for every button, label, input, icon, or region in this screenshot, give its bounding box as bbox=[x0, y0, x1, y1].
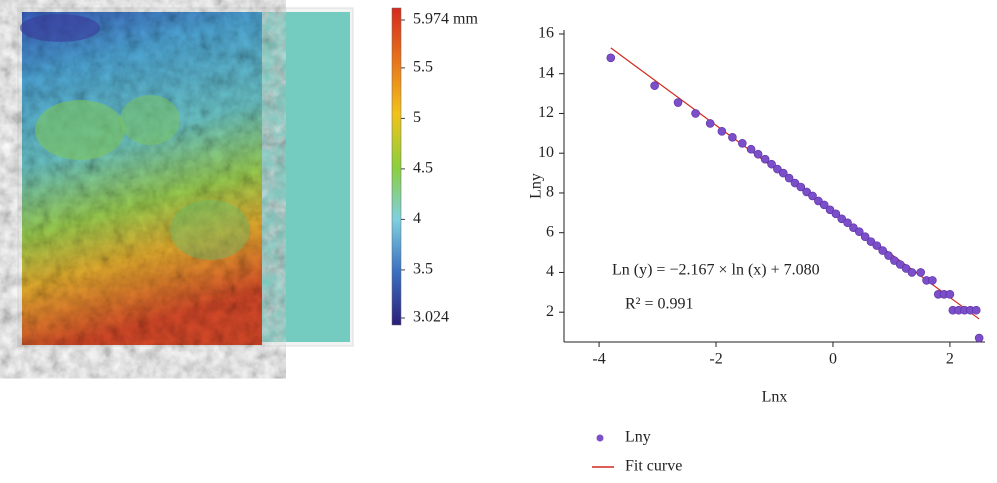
y-tick-label: 12 bbox=[538, 104, 554, 121]
scatter-point bbox=[860, 232, 870, 241]
legend-marker bbox=[596, 434, 604, 442]
scatter-point bbox=[866, 237, 876, 246]
surface-image bbox=[17, 7, 354, 347]
scatter-point bbox=[705, 119, 715, 128]
scatter-point bbox=[916, 268, 925, 277]
colorbar-tick-label: 4.5 bbox=[413, 160, 433, 177]
scatter-point bbox=[746, 144, 756, 154]
r2-annotation: R² = 0.991 bbox=[625, 296, 694, 313]
scatter-point bbox=[650, 81, 659, 90]
scatter-point bbox=[819, 200, 829, 210]
scatter-point bbox=[784, 173, 794, 183]
scatter-point bbox=[814, 196, 823, 206]
equation-annotation: Ln (y) = −2.167 × ln (x) + 7.080 bbox=[612, 262, 820, 279]
scatter-plot: -4 -2 0 2 2 4 6 8 10 12 14 16 Lnx Lny Ln (y) = −2.167 … bbox=[528, 25, 985, 475]
scatter-point bbox=[808, 191, 817, 201]
scatter-point bbox=[753, 149, 763, 159]
colorbar-tick-label: 4 bbox=[413, 210, 421, 227]
colorbar-tick-label: 5.974 mm bbox=[413, 11, 478, 28]
colorbar-bar bbox=[391, 7, 402, 326]
scatter-point bbox=[884, 251, 893, 260]
scatter-point bbox=[928, 276, 937, 285]
scatter-point bbox=[849, 223, 858, 233]
colorbar-tick-label: 5 bbox=[413, 109, 421, 126]
scatter-point bbox=[767, 159, 776, 169]
scatter-point bbox=[673, 98, 683, 107]
scatter-point bbox=[802, 187, 811, 197]
y-axis-label: Lny bbox=[528, 173, 545, 199]
scatter-point bbox=[796, 182, 806, 192]
colorbar-tick-label: 3.024 bbox=[413, 309, 449, 326]
y-tick-label: 6 bbox=[546, 223, 554, 240]
y-tick-label: 16 bbox=[538, 25, 554, 42]
y-tick-label: 8 bbox=[546, 184, 554, 201]
scatter-point bbox=[831, 209, 841, 219]
scatter-point bbox=[691, 109, 700, 118]
scatter-point bbox=[606, 53, 616, 63]
scatter-point bbox=[901, 264, 911, 273]
scatter-point bbox=[890, 256, 899, 265]
x-tick-label: 2 bbox=[946, 351, 954, 368]
scatter-point bbox=[974, 333, 984, 343]
x-tick-label: -2 bbox=[709, 351, 722, 368]
y-tick-label: 10 bbox=[538, 144, 554, 161]
y-tick-label: 4 bbox=[546, 263, 554, 280]
scatter-point bbox=[760, 154, 770, 164]
x-axis-label: Lnx bbox=[762, 389, 788, 406]
colorbar: 5.974 mm 5.5 5 4.5 4 3.5 3.024 bbox=[391, 7, 478, 326]
colorbar-tick-label: 5.5 bbox=[413, 59, 433, 76]
scatter-point bbox=[837, 214, 847, 224]
scatter-point bbox=[945, 290, 955, 299]
scatter-point bbox=[825, 205, 835, 215]
legend-label: Fit curve bbox=[625, 458, 682, 475]
scatter-point bbox=[790, 178, 800, 188]
scatter-point bbox=[773, 164, 782, 174]
colorbar-tick-label: 3.5 bbox=[413, 261, 433, 278]
x-tick-label: -4 bbox=[592, 351, 605, 368]
scatter-point bbox=[778, 168, 788, 178]
scatter-point bbox=[872, 241, 882, 250]
scatter-point bbox=[907, 268, 917, 277]
scatter-point bbox=[895, 260, 905, 269]
legend-label: Lny bbox=[625, 429, 651, 446]
y-tick-label: 14 bbox=[538, 64, 554, 81]
y-tick-label: 2 bbox=[546, 303, 554, 320]
scatter-point bbox=[843, 218, 852, 228]
scatter-point bbox=[738, 138, 747, 148]
x-tick-label: 0 bbox=[829, 351, 837, 368]
scatter-point bbox=[971, 305, 981, 315]
scatter-point bbox=[717, 127, 727, 136]
scatter-point bbox=[878, 246, 887, 255]
scatter-point bbox=[854, 227, 864, 237]
scatter-point bbox=[728, 133, 737, 142]
